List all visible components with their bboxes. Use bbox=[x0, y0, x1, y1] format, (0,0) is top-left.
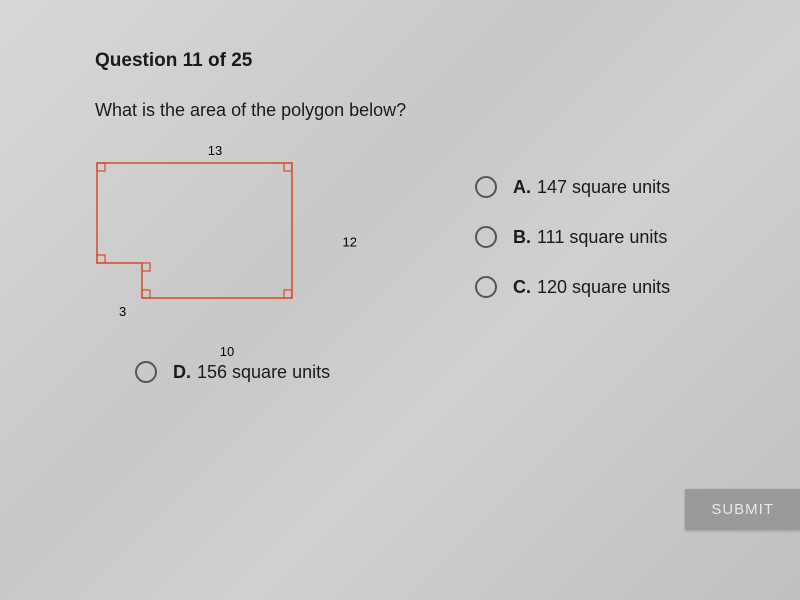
option-b-label: B.111 square units bbox=[513, 227, 667, 248]
diagram-label-top: 13 bbox=[208, 143, 222, 158]
right-angle-marker bbox=[284, 163, 292, 171]
diagram-label-bottom: 10 bbox=[220, 344, 234, 359]
question-text: What is the area of the polygon below? bbox=[95, 100, 720, 121]
right-angle-marker bbox=[142, 263, 150, 271]
diagram-label-right: 12 bbox=[343, 235, 357, 250]
radio-icon[interactable] bbox=[475, 276, 497, 298]
option-a[interactable]: A.147 square units bbox=[475, 176, 670, 198]
question-number: Question 11 of 25 bbox=[95, 50, 720, 72]
option-c-label: C.120 square units bbox=[513, 277, 670, 298]
option-c[interactable]: C.120 square units bbox=[475, 276, 670, 298]
radio-icon[interactable] bbox=[135, 361, 157, 383]
option-d-label: D.156 square units bbox=[173, 362, 330, 383]
option-d[interactable]: D.156 square units bbox=[135, 361, 395, 383]
radio-icon[interactable] bbox=[475, 226, 497, 248]
polygon-diagram: 13 12 3 10 bbox=[95, 161, 335, 341]
polygon-shape bbox=[97, 163, 292, 298]
radio-icon[interactable] bbox=[475, 176, 497, 198]
diagram-label-left: 3 bbox=[119, 304, 126, 319]
right-angle-marker bbox=[284, 290, 292, 298]
submit-button[interactable]: SUBMIT bbox=[685, 489, 800, 530]
right-angle-marker bbox=[142, 290, 150, 298]
right-angle-marker bbox=[97, 255, 105, 263]
right-angle-marker bbox=[97, 163, 105, 171]
option-b[interactable]: B.111 square units bbox=[475, 226, 670, 248]
option-a-label: A.147 square units bbox=[513, 177, 670, 198]
